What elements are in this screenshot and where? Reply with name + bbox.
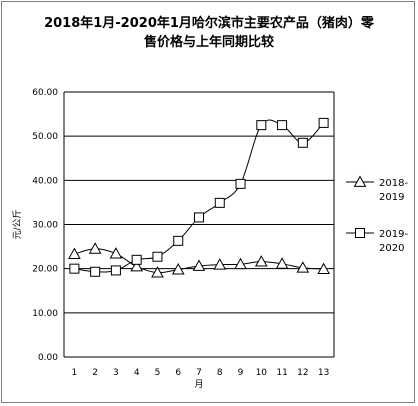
- gridlines: [63, 91, 335, 358]
- x-tick-label: 8: [217, 368, 223, 378]
- x-axis-label: 月: [194, 379, 203, 390]
- data-point-2: [131, 254, 142, 265]
- x-tick-label: 1: [72, 368, 78, 378]
- series-markers: [68, 117, 330, 278]
- x-tick-label: 3: [113, 368, 119, 378]
- data-point-2: [110, 265, 121, 276]
- data-point-2: [194, 212, 204, 223]
- y-tick-label: 30.00: [32, 221, 58, 231]
- y-tick-labels: 0.00 10.00 20.00 30.00 40.00 50.00 60.00: [32, 88, 58, 363]
- x-tick-label: 12: [297, 368, 308, 378]
- data-point-1: [192, 259, 206, 271]
- chart-title: 2018年1月-2020年1月哈尔滨市主要农产品（猪肉）零 售价格与上年同期比较: [0, 14, 418, 52]
- legend-label: 2019: [379, 192, 404, 203]
- data-point-1: [88, 242, 102, 254]
- data-point-1: [317, 262, 330, 275]
- y-tick-label: 60.00: [32, 88, 58, 98]
- legend-label: 2018-: [379, 178, 408, 189]
- data-point-2: [318, 117, 329, 128]
- data-point-2: [297, 137, 308, 148]
- data-point-2: [69, 263, 80, 274]
- data-point-2: [256, 120, 267, 131]
- y-tick-label: 20.00: [32, 265, 58, 275]
- x-tick-label: 5: [155, 368, 161, 378]
- chart-title-line-2: 售价格与上年同期比较: [143, 35, 274, 50]
- x-tick-label: 4: [134, 368, 140, 378]
- data-point-2: [152, 251, 163, 262]
- y-tick-label: 10.00: [32, 309, 58, 319]
- data-point-2: [173, 235, 184, 246]
- x-tick-label: 6: [175, 368, 181, 378]
- data-point-1: [68, 247, 81, 259]
- data-point-2: [214, 197, 225, 208]
- series-line-2: [74, 119, 324, 273]
- series-lines: [74, 119, 324, 274]
- x-tick-labels: 1 2 3 4 5 6 7 8 9 10 11 12 13: [72, 368, 330, 378]
- data-point-1: [254, 255, 268, 267]
- data-point-1: [213, 258, 227, 270]
- x-tick-label: 13: [318, 368, 329, 378]
- data-point-1: [130, 259, 144, 272]
- data-point-1: [151, 266, 164, 278]
- data-point-2: [277, 120, 288, 131]
- data-point-2: [90, 266, 101, 277]
- x-tick-label: 10: [256, 368, 268, 378]
- legend-marker: [355, 228, 365, 238]
- x-tick-label: 2: [92, 368, 98, 378]
- data-point-1: [171, 263, 185, 275]
- legend-label: 2020: [379, 243, 404, 254]
- y-axis-label: 元/公斤: [12, 209, 23, 239]
- data-point-1: [296, 261, 310, 273]
- chart-title-line-1: 2018年1月-2020年1月哈尔滨市主要农产品（猪肉）零: [44, 16, 374, 31]
- y-tick-label: 0.00: [38, 353, 58, 363]
- x-tick-label: 9: [238, 368, 244, 378]
- x-tick-label: 11: [276, 368, 287, 378]
- data-point-1: [109, 247, 123, 259]
- data-point-1: [275, 257, 289, 269]
- x-tick-label: 7: [196, 368, 202, 378]
- legend: 2018- 2019 2019- 2020: [346, 175, 408, 254]
- y-tick-label: 40.00: [32, 176, 58, 186]
- legend-marker: [353, 175, 367, 187]
- legend-label: 2019-: [379, 229, 408, 240]
- data-point-1: [234, 257, 247, 270]
- y-tick-label: 50.00: [32, 132, 58, 142]
- data-point-2: [235, 178, 246, 189]
